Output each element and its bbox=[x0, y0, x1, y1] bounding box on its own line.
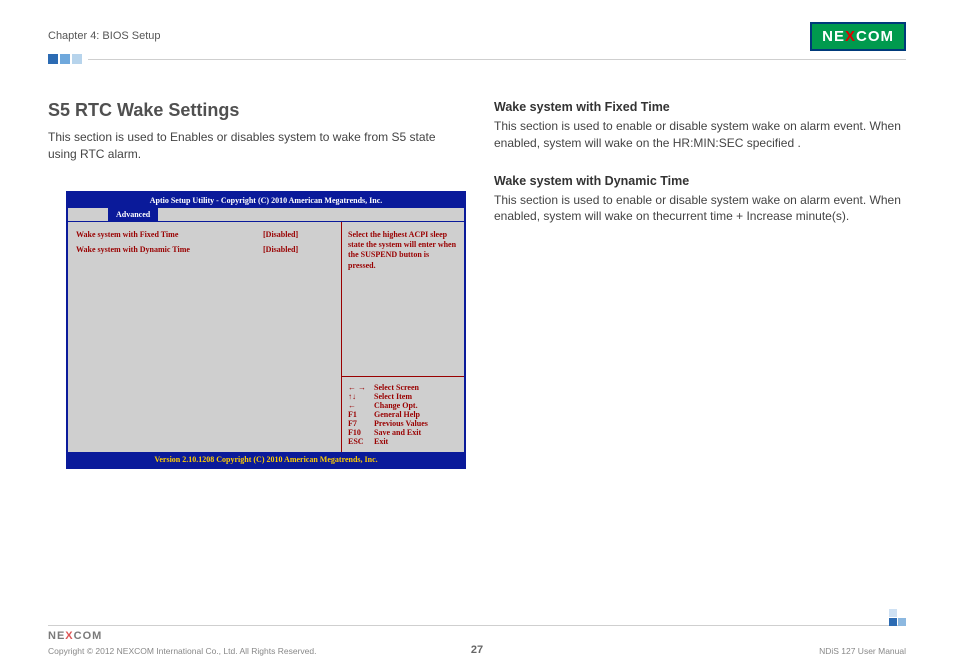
header-rule bbox=[48, 54, 906, 64]
brand-logo: NEXCOM bbox=[810, 22, 906, 51]
header-ticks bbox=[48, 54, 82, 64]
bios-option-label: Wake system with Dynamic Time bbox=[76, 245, 263, 254]
page-number: 27 bbox=[471, 644, 483, 656]
subsection-paragraph: This section is used to enable or disabl… bbox=[494, 192, 906, 226]
bios-title-bar: Aptio Setup Utility - Copyright (C) 2010… bbox=[68, 193, 464, 208]
manual-name: NDiS 127 User Manual bbox=[819, 646, 906, 656]
divider bbox=[88, 59, 906, 60]
page-header: Chapter 4: BIOS Setup NEXCOM bbox=[48, 22, 906, 50]
logo-text-pre: NE bbox=[822, 28, 845, 45]
bios-options-pane: Wake system with Fixed Time [Disabled] W… bbox=[68, 222, 342, 452]
bios-option-row: Wake system with Fixed Time [Disabled] bbox=[76, 230, 333, 239]
footer-logo: NEXCOM bbox=[48, 630, 316, 642]
bios-option-label: Wake system with Fixed Time bbox=[76, 230, 263, 239]
section-title: S5 RTC Wake Settings bbox=[48, 100, 466, 121]
chapter-title: Chapter 4: BIOS Setup bbox=[48, 30, 161, 42]
tick-icon bbox=[48, 54, 58, 64]
page-footer: NEXCOM Copyright © 2012 NEXCOM Internati… bbox=[48, 625, 906, 656]
bios-tab-row: Advanced bbox=[68, 208, 464, 222]
bios-option-value: [Disabled] bbox=[263, 230, 333, 239]
bios-option-row: Wake system with Dynamic Time [Disabled] bbox=[76, 245, 333, 254]
logo-text-post: COM bbox=[856, 28, 894, 45]
subsection-title: Wake system with Fixed Time bbox=[494, 100, 906, 114]
subsection-paragraph: This section is used to enable or disabl… bbox=[494, 118, 906, 152]
bios-footer-bar: Version 2.10.1208 Copyright (C) 2010 Ame… bbox=[68, 452, 464, 467]
bios-option-value: [Disabled] bbox=[263, 245, 333, 254]
bios-tab-advanced: Advanced bbox=[108, 208, 158, 222]
bios-key-legend: ← →Select Screen ↑↓Select Item ←Change O… bbox=[342, 377, 464, 452]
bios-help-text: Select the highest ACPI sleep state the … bbox=[342, 222, 464, 377]
section-paragraph: This section is used to Enables or disab… bbox=[48, 129, 466, 163]
subsection-title: Wake system with Dynamic Time bbox=[494, 174, 906, 188]
bios-screenshot: Aptio Setup Utility - Copyright (C) 2010… bbox=[66, 191, 466, 469]
divider bbox=[48, 625, 906, 626]
tick-icon bbox=[72, 54, 82, 64]
tick-icon bbox=[60, 54, 70, 64]
copyright-text: Copyright © 2012 NEXCOM International Co… bbox=[48, 646, 316, 656]
logo-text-x: X bbox=[845, 28, 856, 45]
footer-squares-icon bbox=[889, 609, 906, 626]
